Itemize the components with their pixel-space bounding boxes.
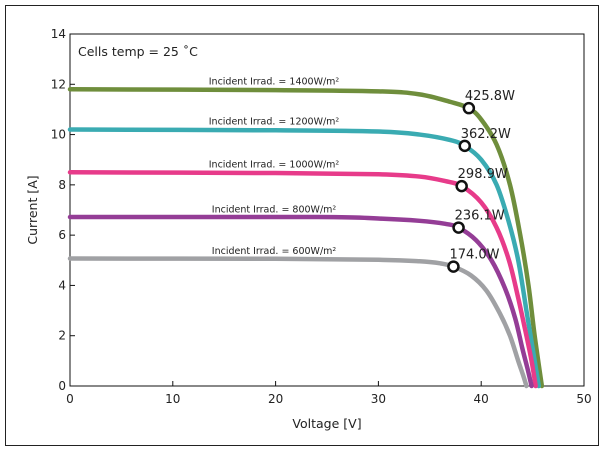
iv-curve-series	[67, 170, 538, 389]
mpp-power-label: 298.9W	[458, 167, 508, 182]
series-label: Incident Irrad. = 1200W/m²	[209, 117, 340, 128]
y-tick-label: 4	[58, 278, 66, 292]
mpp-power-label: 174.0W	[449, 248, 499, 263]
curve-layer	[67, 87, 545, 389]
series-label: Incident Irrad. = 600W/m²	[212, 246, 337, 257]
mpp-marker	[447, 260, 460, 273]
series-label: Incident Irrad. = 1000W/m²	[209, 159, 340, 170]
x-tick-label: 20	[268, 392, 283, 406]
y-tick-label: 10	[51, 128, 66, 142]
mpp-power-label: 362.2W	[461, 127, 511, 142]
x-tick-label: 40	[474, 392, 489, 406]
mpp-marker	[462, 101, 476, 115]
tick-layer: 0 10 20 30 40 50 0 2 4 6 8 10 12 14	[51, 27, 592, 406]
series-label: Incident Irrad. = 1400W/m²	[209, 76, 340, 87]
y-tick-label: 14	[51, 27, 66, 41]
y-tick-label: 2	[58, 329, 66, 343]
x-tick-label: 30	[371, 392, 386, 406]
x-tick-label: 0	[66, 392, 74, 406]
y-tick-label: 8	[58, 178, 66, 192]
iv-curve-series	[67, 127, 542, 389]
temperature-annotation: Cells temp = 25 ˚C	[78, 44, 198, 59]
mpp-marker	[458, 139, 472, 153]
x-axis-label: Voltage [V]	[292, 416, 361, 431]
mpp-marker	[455, 179, 468, 193]
y-tick-label: 6	[58, 228, 66, 242]
iv-curve-series	[67, 256, 529, 389]
iv-curve-series	[67, 214, 534, 389]
mpp-power-label: 236.1W	[455, 209, 505, 224]
label-layer: Incident Irrad. = 1400W/m² Incident Irrad…	[209, 76, 340, 257]
y-axis-label: Current [A]	[25, 175, 40, 244]
y-tick-label: 0	[58, 379, 66, 393]
x-tick-label: 50	[576, 392, 591, 406]
y-tick-label: 12	[51, 77, 66, 91]
mpp-marker	[452, 221, 465, 234]
mpp-power-label: 425.8W	[465, 89, 515, 104]
x-tick-label: 10	[165, 392, 180, 406]
series-label: Incident Irrad. = 800W/m²	[212, 205, 337, 216]
marker-layer: 425.8W 362.2W 298.9W 236.1W 174.0W	[447, 89, 515, 273]
iv-curve-series	[67, 87, 545, 389]
